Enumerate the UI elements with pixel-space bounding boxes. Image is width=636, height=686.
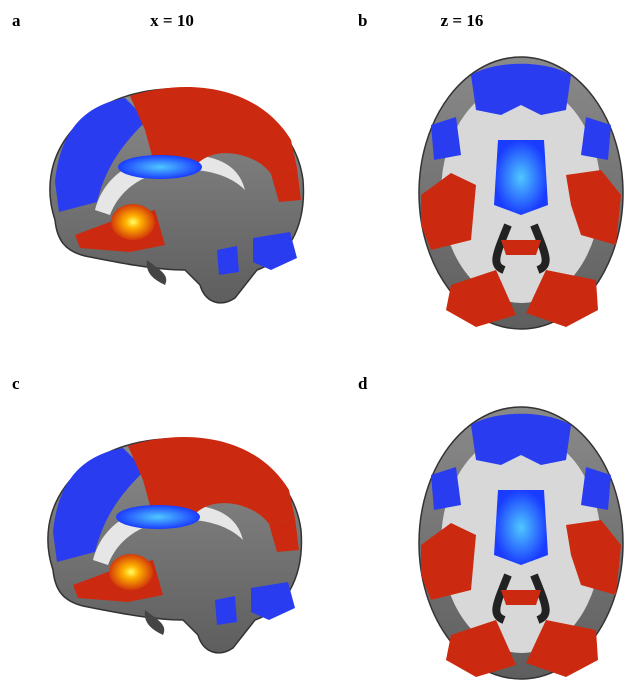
panel-label: a [12, 11, 21, 30]
panel-label: c [12, 374, 20, 393]
figure: a x = 10 b z = 16 c d [0, 0, 636, 686]
sagittal-slice [50, 87, 304, 303]
axial-slice [419, 407, 623, 679]
panel-title: x = 10 [150, 11, 194, 30]
panel-title: z = 16 [441, 11, 484, 30]
sagittal-slice [48, 437, 302, 653]
panel-label: d [358, 374, 368, 393]
axial-slice [419, 57, 623, 329]
panel-label: b [358, 11, 367, 30]
